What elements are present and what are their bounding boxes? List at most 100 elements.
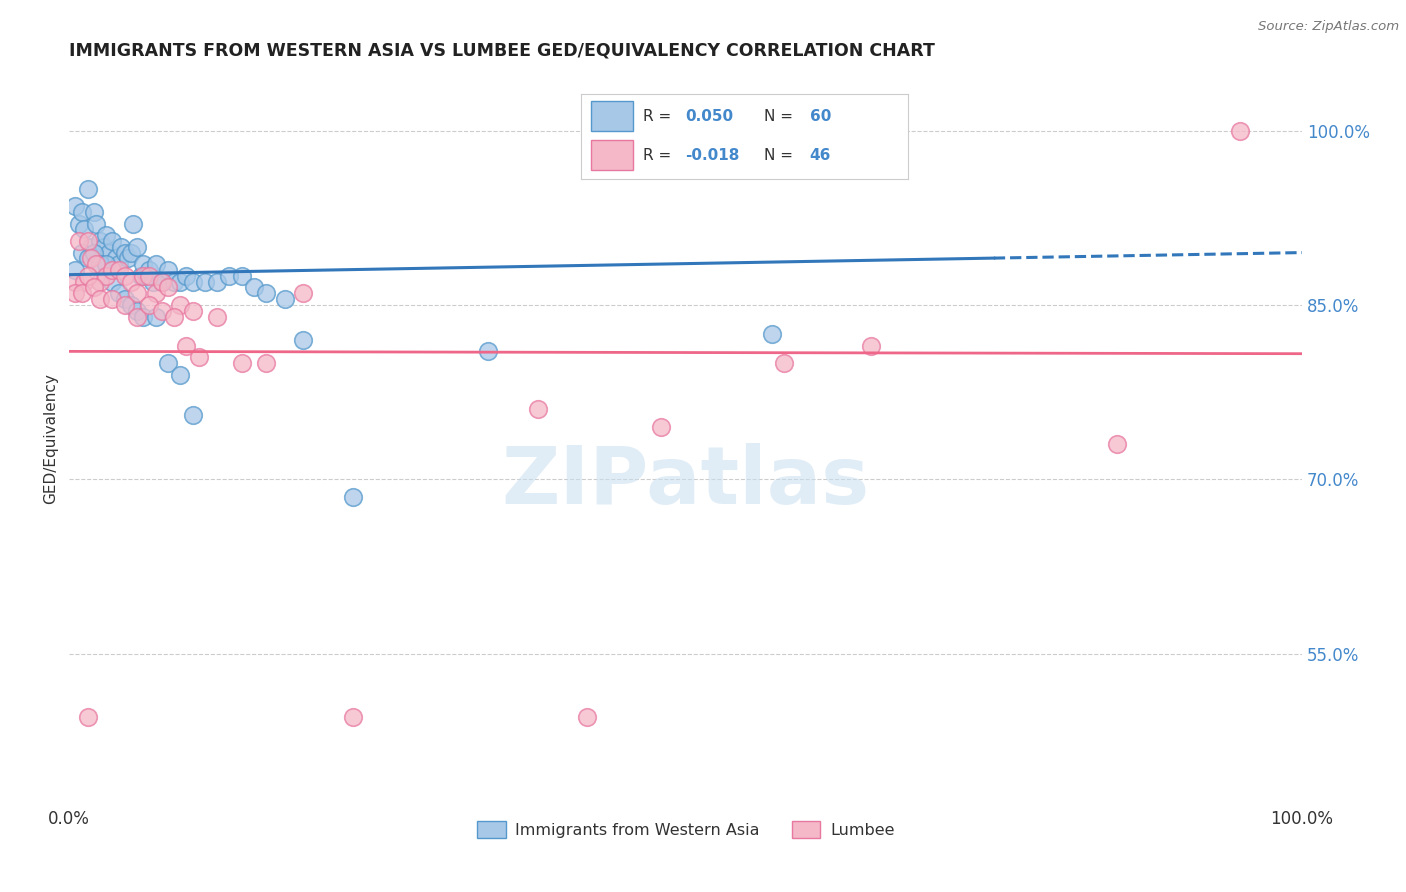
Point	[773, 356, 796, 370]
Point	[150, 303, 173, 318]
Point	[89, 257, 111, 271]
Point	[70, 245, 93, 260]
Point	[105, 252, 128, 266]
Point	[67, 234, 90, 248]
Point	[342, 490, 364, 504]
Point	[138, 268, 160, 283]
Point	[89, 234, 111, 248]
Point	[101, 263, 124, 277]
Point	[125, 286, 148, 301]
Point	[70, 286, 93, 301]
Point	[138, 298, 160, 312]
Point	[120, 298, 142, 312]
Point	[101, 275, 124, 289]
Point	[859, 338, 882, 352]
Point	[65, 263, 87, 277]
Point	[169, 298, 191, 312]
Point	[67, 217, 90, 231]
Point	[150, 275, 173, 289]
Point	[122, 217, 145, 231]
Point	[142, 275, 165, 289]
Point	[73, 275, 96, 289]
Y-axis label: GED/Equivalency: GED/Equivalency	[44, 373, 58, 504]
Point	[76, 252, 98, 266]
Point	[138, 263, 160, 277]
Point	[145, 257, 167, 271]
Point	[243, 280, 266, 294]
Point	[83, 280, 105, 294]
Point	[205, 275, 228, 289]
Point	[107, 257, 129, 271]
Point	[117, 252, 139, 266]
Point	[761, 326, 783, 341]
Point	[650, 420, 672, 434]
Point	[125, 303, 148, 318]
Point	[76, 234, 98, 248]
Point	[187, 350, 209, 364]
Point	[80, 252, 103, 266]
Point	[181, 409, 204, 423]
Point	[96, 257, 118, 271]
Point	[132, 257, 155, 271]
Text: ZIPatlas: ZIPatlas	[502, 443, 870, 522]
Point	[83, 245, 105, 260]
Point	[114, 298, 136, 312]
Point	[176, 338, 198, 352]
Point	[76, 710, 98, 724]
Point	[114, 268, 136, 283]
Point	[292, 333, 315, 347]
Text: IMMIGRANTS FROM WESTERN ASIA VS LUMBEE GED/EQUIVALENCY CORRELATION CHART: IMMIGRANTS FROM WESTERN ASIA VS LUMBEE G…	[69, 42, 935, 60]
Point	[96, 268, 118, 283]
Point	[97, 245, 120, 260]
Point	[129, 268, 152, 283]
Point	[107, 263, 129, 277]
Point	[83, 205, 105, 219]
Point	[65, 199, 87, 213]
Point	[101, 234, 124, 248]
Point	[1229, 123, 1251, 137]
Point	[80, 240, 103, 254]
Point	[132, 268, 155, 283]
Point	[150, 275, 173, 289]
Point	[342, 710, 364, 724]
Text: Source: ZipAtlas.com: Source: ZipAtlas.com	[1258, 20, 1399, 33]
Point	[107, 286, 129, 301]
Point	[156, 280, 179, 294]
Point	[145, 286, 167, 301]
Legend: Immigrants from Western Asia, Lumbee: Immigrants from Western Asia, Lumbee	[471, 815, 901, 844]
Point	[101, 292, 124, 306]
Point	[169, 275, 191, 289]
Point	[145, 310, 167, 324]
Point	[218, 268, 240, 283]
Point	[274, 292, 297, 306]
Point	[181, 303, 204, 318]
Point	[125, 310, 148, 324]
Point	[526, 402, 548, 417]
Point	[135, 268, 157, 283]
Point	[292, 286, 315, 301]
Point	[89, 292, 111, 306]
Point	[76, 268, 98, 283]
Point	[156, 263, 179, 277]
Point	[65, 286, 87, 301]
Point	[1107, 437, 1129, 451]
Point	[176, 268, 198, 283]
Point	[256, 356, 278, 370]
Point	[110, 240, 132, 254]
Point	[194, 275, 217, 289]
Point	[205, 310, 228, 324]
Point	[256, 286, 278, 301]
Point	[125, 240, 148, 254]
Point	[114, 245, 136, 260]
Point	[231, 268, 253, 283]
Point	[477, 344, 499, 359]
Point	[96, 228, 118, 243]
Point	[65, 275, 87, 289]
Point	[76, 181, 98, 195]
Point	[93, 240, 115, 254]
Point	[114, 292, 136, 306]
Point	[181, 275, 204, 289]
Point	[73, 222, 96, 236]
Point	[156, 356, 179, 370]
Point	[163, 275, 186, 289]
